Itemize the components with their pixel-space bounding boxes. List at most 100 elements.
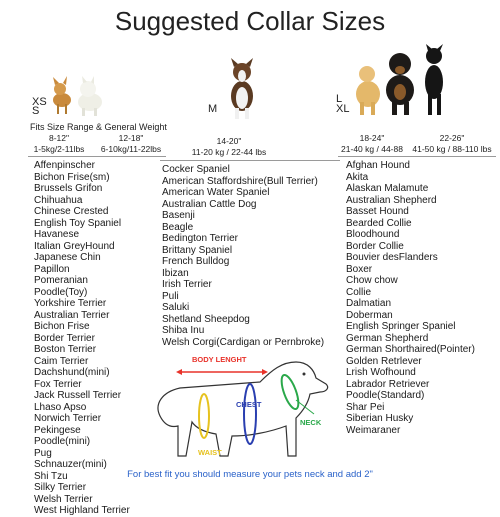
breed-item: Japanese Chin <box>34 252 101 263</box>
breed-item: Border Terrier <box>34 332 95 344</box>
range-weight: 11-20 kg / 22-44 lbs <box>191 147 267 157</box>
breed-list-medium: Cocker Spaniel American Staffordshire(Bul… <box>162 164 324 348</box>
range-inches: 8-12" <box>48 133 70 143</box>
breed-item: Afghan Hound <box>346 160 410 171</box>
breed-item: Bearded Collie <box>346 217 412 229</box>
waist-loop-icon <box>198 393 210 439</box>
range-inches: 12-18" <box>118 133 144 143</box>
breed-item: Chihuahua <box>34 194 83 206</box>
breed-item: Silky Terrier <box>34 482 87 493</box>
small-dogs-photo <box>48 74 108 118</box>
breed-item: Puli <box>162 290 179 302</box>
measurement-diagram: BODY LENGHT CHEST NECK WAIST <box>140 352 336 464</box>
breed-item: Shar Pei <box>346 401 385 413</box>
breed-item: Border Collie <box>346 240 404 252</box>
breed-item: Schnauzer(mini) <box>34 459 107 470</box>
breed-item: Irish Terrier <box>162 279 212 290</box>
breed-item: Poodle(Standard) <box>346 390 425 401</box>
breed-item: Shetland Sheepdog <box>162 313 250 325</box>
size-s-label: S <box>32 105 40 117</box>
breed-item: Pug <box>34 447 52 459</box>
breed-item: Bloodhound <box>346 229 400 240</box>
breed-item: Chow chow <box>346 275 398 286</box>
breed-item: Australian Shepherd <box>346 194 437 206</box>
breed-item: Papillon <box>34 263 70 275</box>
breed-item: German Shepherd <box>346 332 429 344</box>
waist-label: WAIST <box>198 448 222 457</box>
breed-item: Collie <box>346 286 372 298</box>
page-title: Suggested Collar Sizes <box>114 6 386 36</box>
breed-item: Havanese <box>34 229 80 240</box>
range-xs: 8-12" 1-5kg/2-11lbs <box>24 133 94 155</box>
breed-item: Pekingese <box>34 424 81 436</box>
breed-item: Chinese Crested <box>34 206 109 217</box>
breed-item: West Highland Terrier <box>34 505 130 516</box>
neck-label: NECK <box>300 418 322 427</box>
chest-loop-icon <box>243 383 257 445</box>
body-length-label: BODY LENGHT <box>192 355 247 364</box>
breed-item: Basenji <box>162 210 195 221</box>
breed-item: French Bulldog <box>162 256 230 267</box>
breed-item: Beagle <box>162 221 194 233</box>
breed-item: Jack Russell Terrier <box>34 390 122 401</box>
size-l-label: L <box>336 93 343 105</box>
breed-item: Welsh Terrier <box>34 493 93 505</box>
breed-item: Basset Hound <box>346 206 409 217</box>
breed-item: Ibizan <box>162 267 189 279</box>
breed-item: Cocker Spaniel <box>162 164 230 175</box>
breed-item: Australian Cattle Dog <box>162 198 257 210</box>
breed-item: Australian Terrier <box>34 309 110 321</box>
breed-item: Norwich Terrier <box>34 413 102 424</box>
size-m-label: M <box>208 103 218 115</box>
breed-item: Pomeranian <box>34 275 88 286</box>
breed-item: Labrador Retriever <box>346 378 430 390</box>
breed-item: Golden Retrlever <box>346 355 422 367</box>
range-inches: 22-26" <box>439 133 465 143</box>
breed-item: Lrish Wofhound <box>346 367 416 378</box>
fits-size-range-label: Fits Size Range & General Weight <box>30 122 167 132</box>
breed-item: Boston Terrier <box>34 344 97 355</box>
range-m: 14-20" 11-20 kg / 22-44 lbs <box>170 136 288 158</box>
fit-instruction-note: For best fit you should measure your pet… <box>127 469 373 480</box>
breed-item: Bedington Terrier <box>162 233 238 244</box>
divider-medium <box>160 160 340 161</box>
breed-item: Lhaso Apso <box>34 401 87 413</box>
range-weight: 1-5kg/2-11lbs <box>33 144 85 154</box>
breed-item: Caim Terrier <box>34 355 89 367</box>
breed-item: English Toy Spaniel <box>34 217 122 229</box>
breed-item: Saluki <box>162 302 190 313</box>
breed-item: Fox Terrier <box>34 378 82 390</box>
breed-item: Shi Tzu <box>34 470 68 482</box>
breed-list-large: Afghan Hound Akita Alaskan Malamute Austral… <box>346 160 475 436</box>
size-xs-label: XS <box>32 96 47 108</box>
breed-item: Dalmatian <box>346 298 392 309</box>
range-xl: 22-26" 41-50 kg / 88-110 lbs <box>408 133 496 155</box>
breed-item: Yorkshire Terrier <box>34 298 107 309</box>
breed-item: American Water Spaniel <box>162 187 270 198</box>
breed-item: Alaskan Malamute <box>346 183 429 194</box>
breed-item: Welsh Corgi(Cardigan or Pernbroke) <box>162 336 325 348</box>
chest-label: CHEST <box>236 400 262 409</box>
breed-item: Weimaraner <box>346 424 401 436</box>
breed-item: Affenpinscher <box>34 160 95 171</box>
medium-dog-photo <box>222 56 262 120</box>
range-weight: 41-50 kg / 88-110 lbs <box>412 144 492 154</box>
breed-item: Doberman <box>346 309 393 321</box>
breed-item: Siberian Husky <box>346 413 414 424</box>
breed-item: Shiba Inu <box>162 325 205 336</box>
breed-item: Bichon Frise <box>34 321 90 332</box>
range-s: 12-18" 6-10kg/11-22lbs <box>94 133 168 155</box>
range-weight: 21-40 kg / 44-88 <box>341 144 403 154</box>
breed-item: English Springer Spaniel <box>346 321 456 332</box>
range-weight: 6-10kg/11-22lbs <box>100 144 162 154</box>
divider-small <box>28 156 166 157</box>
breed-item: German Shorthaired(Pointer) <box>346 344 475 355</box>
breed-item: Poodle(mini) <box>34 436 91 447</box>
breed-item: Boxer <box>346 263 373 275</box>
size-xl-label: XL <box>336 103 350 115</box>
breed-item: Dachshund(mini) <box>34 367 110 378</box>
breed-list-small: Affenpinscher Bichon Frise(sm) Brussels Gr… <box>34 160 130 517</box>
breed-item: Bouvier desFlanders <box>346 252 438 263</box>
breed-item: American Staffordshire(Bull Terrier) <box>162 175 318 187</box>
breed-item: Brittany Spaniel <box>162 244 233 256</box>
